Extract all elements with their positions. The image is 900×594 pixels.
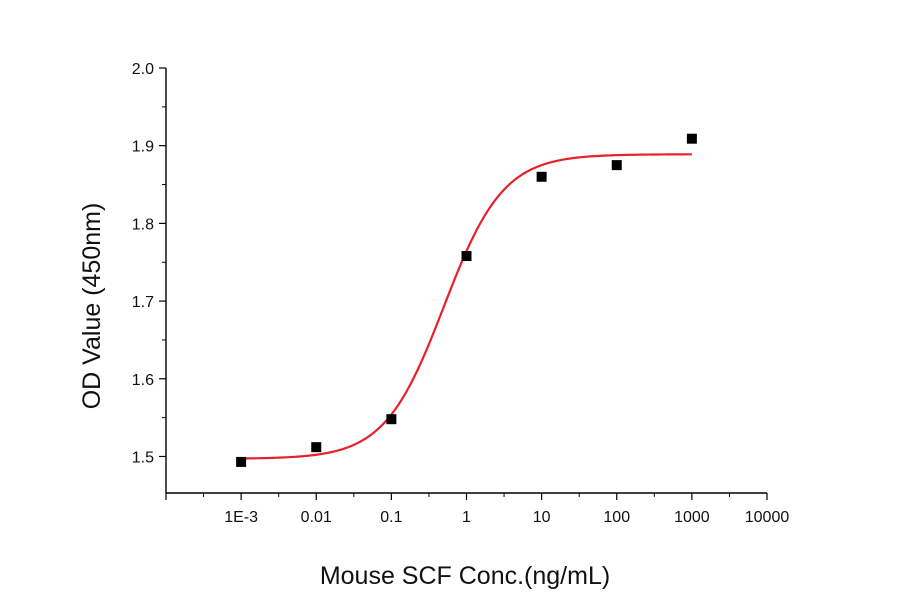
data-point bbox=[461, 251, 472, 262]
data-point bbox=[536, 171, 547, 182]
x-tick-label: 1 bbox=[462, 509, 471, 526]
y-tick-label: 1.6 bbox=[132, 372, 154, 389]
x-tick-label: 1E-3 bbox=[224, 509, 258, 526]
y-tick-label: 1.5 bbox=[132, 449, 154, 466]
y-tick-label: 1.9 bbox=[132, 139, 154, 156]
x-tick-label: 1000 bbox=[674, 509, 710, 526]
data-point bbox=[311, 442, 322, 453]
data-point bbox=[686, 133, 697, 144]
y-tick-label: 2.0 bbox=[132, 61, 154, 78]
data-point bbox=[611, 160, 622, 171]
x-tick-label: 0.1 bbox=[380, 509, 402, 526]
x-tick-label: 10000 bbox=[745, 509, 790, 526]
y-axis-title: OD Value (450nm) bbox=[78, 203, 106, 410]
data-point bbox=[386, 414, 397, 425]
x-tick-label: 10 bbox=[533, 509, 551, 526]
fit-curve-line bbox=[241, 153, 692, 460]
x-tick-label: 0.01 bbox=[301, 509, 332, 526]
y-tick-label: 1.8 bbox=[132, 216, 154, 233]
plot-area: 1.5 1.6 1.7 1.8 1.9 2.0 1E-3 0.01 0.1 1 10 100 1000 1… bbox=[132, 61, 790, 526]
x-tick-label: 100 bbox=[603, 509, 630, 526]
y-tick-label: 1.7 bbox=[132, 294, 154, 311]
x-axis-title: Mouse SCF Conc.(ng/mL) bbox=[320, 562, 610, 590]
data-point bbox=[236, 456, 247, 467]
